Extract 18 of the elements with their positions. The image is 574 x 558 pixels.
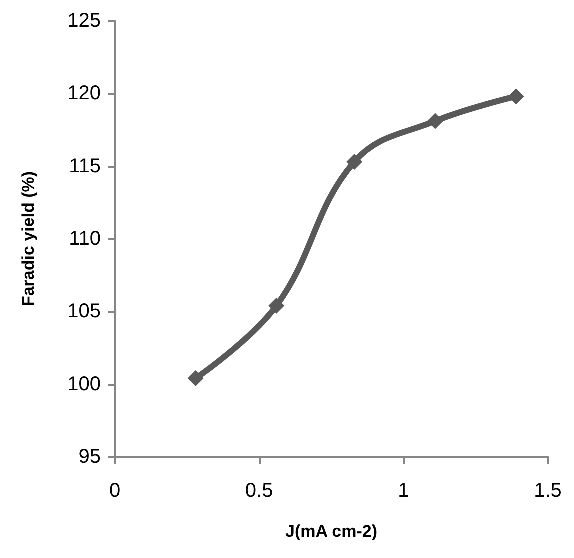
y-tick-label: 115 bbox=[69, 155, 101, 178]
point bbox=[188, 370, 204, 387]
y-tick-label: 95 bbox=[78, 446, 101, 468]
x-axis-title: J(mA cm-2) bbox=[286, 522, 378, 541]
y-tick-label: 120 bbox=[68, 82, 101, 105]
point bbox=[427, 113, 444, 130]
x-tick-label: 1.5 bbox=[534, 480, 562, 502]
x-tick-label: 0 bbox=[109, 480, 121, 502]
y-tick-label: 100 bbox=[68, 373, 101, 396]
x-tick-label: 0.5 bbox=[245, 480, 274, 502]
point bbox=[346, 154, 363, 170]
y-axis-title: Faradic yield (%) bbox=[19, 171, 38, 307]
x-tick-label: 1 bbox=[398, 480, 410, 502]
y-tick-label: 125 bbox=[68, 10, 101, 32]
y-tick-label: 105 bbox=[68, 300, 101, 323]
point bbox=[268, 298, 285, 314]
point bbox=[508, 88, 524, 105]
y-tick-label: 110 bbox=[69, 228, 101, 250]
